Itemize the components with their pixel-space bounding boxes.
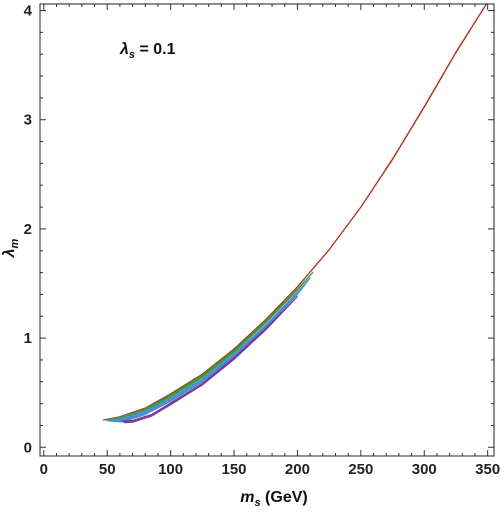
x-tick-label: 150 (222, 461, 247, 478)
x-tick-label: 0 (40, 461, 48, 478)
y-tick-label: 0 (24, 439, 32, 456)
y-axis-title: λm (1, 238, 21, 258)
tick-labels: 0 50 100 150 200 250 300 350 0 1 2 3 4 (24, 3, 500, 478)
x-tick-label: 300 (412, 461, 437, 478)
annotation-value: = 0.1 (135, 41, 176, 58)
y-axis-title-symbol: λ (1, 248, 18, 258)
contour-band-1 (102, 3, 487, 421)
y-axis-title-subscript: m (9, 238, 21, 248)
plot-frame (39, 3, 495, 457)
annotation-subscript: s (129, 49, 135, 61)
contour-band-2 (105, 272, 314, 421)
lambda-s-annotation: λs = 0.1 (119, 41, 176, 61)
y-tick-label: 1 (24, 330, 32, 347)
x-tick-label: 50 (99, 461, 116, 478)
x-axis-title-unit: (GeV) (261, 489, 308, 506)
allowed-region-contours (102, 3, 487, 424)
x-axis-title-symbol: m (240, 489, 254, 506)
x-tick-label: 100 (158, 461, 183, 478)
x-tick-label: 250 (348, 461, 373, 478)
y-tick-label: 2 (24, 221, 32, 238)
y-tick-label: 3 (24, 112, 32, 129)
x-axis-title-subscript: s (254, 497, 260, 509)
axis-ticks (40, 4, 494, 456)
contour-band-3 (106, 277, 311, 423)
x-axis-title: ms (GeV) (240, 489, 307, 509)
annotation-symbol: λ (119, 41, 129, 58)
y-tick-label: 4 (24, 3, 33, 20)
x-tick-label: 200 (285, 461, 310, 478)
contour-band-4 (121, 296, 298, 424)
x-tick-label: 350 (475, 461, 500, 478)
